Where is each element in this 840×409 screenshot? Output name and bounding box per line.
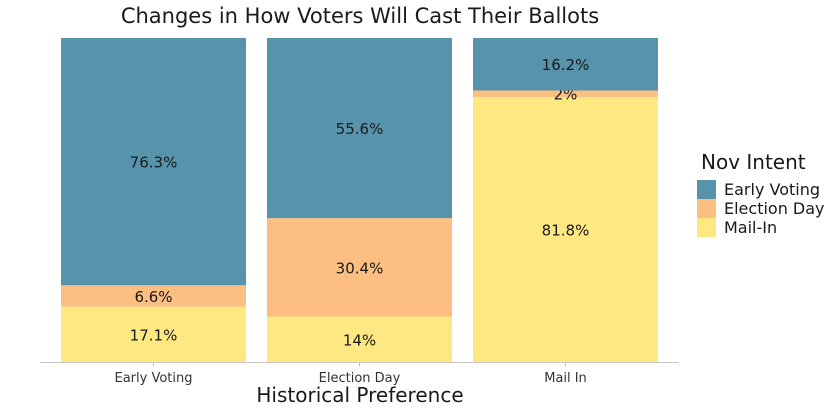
legend-swatch-election-day — [697, 199, 716, 218]
bar-mail-in-mail-in — [473, 96, 658, 362]
legend-label-mail-in: Mail-In — [724, 218, 778, 237]
legend-title: Nov Intent — [701, 150, 806, 174]
data-label-early-voting-early-voting: 76.3% — [130, 154, 178, 172]
legend-item-election-day: Election Day — [697, 199, 837, 218]
bar-election-day-election-day — [267, 218, 452, 317]
data-label-mail-in-early-voting: 16.2% — [542, 56, 590, 74]
x-axis-title: Historical Preference — [256, 383, 464, 407]
legend-item-early-voting: Early Voting — [697, 180, 837, 199]
legend-label-election-day: Election Day — [724, 199, 825, 218]
legend-label-early-voting: Early Voting — [724, 180, 820, 199]
legend-swatch-mail-in — [697, 218, 716, 237]
data-label-early-voting-mail-in: 17.1% — [130, 326, 178, 344]
data-label-election-day-election-day: 30.4% — [336, 259, 384, 277]
bar-early-voting-election-day — [61, 285, 246, 307]
x-tick-label-early-voting: Early Voting — [115, 371, 193, 386]
data-label-mail-in-mail-in: 81.8% — [542, 221, 590, 239]
x-tick-label-election-day: Election Day — [319, 371, 401, 386]
legend-swatch-early-voting — [697, 180, 716, 199]
chart-title: Changes in How Voters Will Cast Their Ba… — [120, 4, 600, 28]
x-tick-label-mail-in: Mail In — [544, 371, 587, 386]
data-label-election-day-early-voting: 55.6% — [336, 120, 384, 138]
legend-item-mail-in: Mail-In — [697, 218, 837, 237]
bar-election-day-mail-in — [267, 316, 452, 362]
bar-early-voting-early-voting — [61, 38, 246, 286]
data-label-early-voting-election-day: 6.6% — [134, 288, 172, 306]
data-label-election-day-mail-in: 14% — [343, 331, 376, 349]
bar-election-day-early-voting — [267, 38, 452, 219]
bar-mail-in-election-day — [473, 90, 658, 97]
bar-mail-in-early-voting — [473, 38, 658, 91]
legend: Nov Intent Early Voting Election Day Mai… — [697, 150, 837, 237]
bar-early-voting-mail-in — [61, 306, 246, 362]
